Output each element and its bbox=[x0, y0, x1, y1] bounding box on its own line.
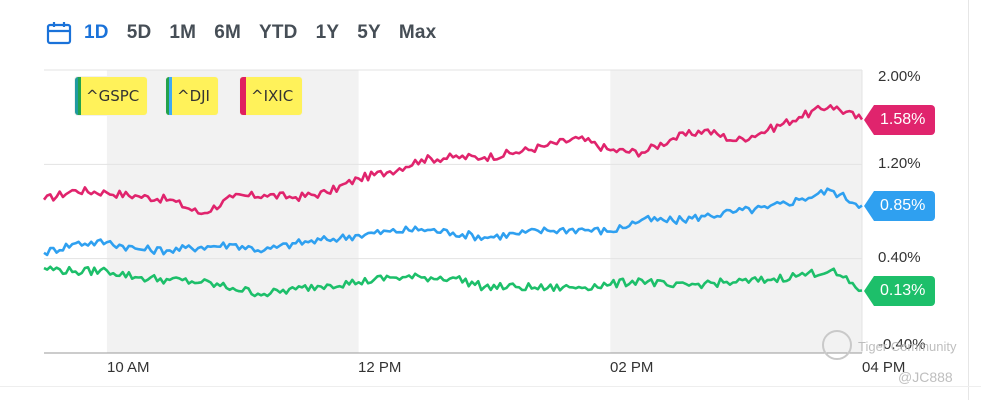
x-tick-label: 02 PM bbox=[610, 359, 654, 376]
y-tick-label: 1.20% bbox=[878, 155, 921, 172]
panel-border bbox=[968, 0, 969, 400]
x-tick-label: 04 PM bbox=[862, 359, 906, 376]
watermark-text: Tiger Community bbox=[858, 339, 957, 354]
last-value-badge-dji: 0.85% bbox=[864, 191, 936, 221]
legend-color-bar bbox=[75, 77, 81, 115]
legend-label: ^DJI bbox=[177, 87, 210, 105]
y-tick-label: 2.00% bbox=[878, 68, 921, 85]
tab-5y[interactable]: 5Y bbox=[357, 22, 381, 43]
series-line bbox=[43, 265, 863, 298]
tab-1m[interactable]: 1M bbox=[169, 22, 197, 43]
legend-chip-dji[interactable]: ^DJI bbox=[166, 77, 218, 115]
tab-5d[interactable]: 5D bbox=[126, 22, 152, 43]
series-line bbox=[42, 104, 864, 216]
tab-6m[interactable]: 6M bbox=[214, 22, 241, 43]
tab-ytd[interactable]: YTD bbox=[259, 22, 298, 43]
x-tick-label: 10 AM bbox=[107, 359, 150, 376]
x-tick-label: 12 PM bbox=[358, 359, 402, 376]
legend-label: ^GSPC bbox=[86, 87, 140, 105]
legend-chip-ixic[interactable]: ^IXIC bbox=[240, 77, 302, 115]
last-value-badge-ixic: 1.58% bbox=[864, 105, 936, 135]
time-band bbox=[106, 70, 359, 353]
legend-color-bar bbox=[240, 77, 246, 115]
legend-chip-gspc[interactable]: ^GSPC bbox=[75, 77, 147, 115]
y-tick-label: 0.40% bbox=[878, 249, 921, 266]
tab-1d[interactable]: 1D bbox=[84, 22, 109, 43]
last-value-badge-gspc: 0.13% bbox=[864, 276, 936, 306]
watermark-logo-icon bbox=[822, 330, 852, 360]
calendar-icon[interactable] bbox=[46, 21, 72, 45]
range-selector: 1D 5D 1M 6M YTD 1Y 5Y Max bbox=[46, 18, 454, 48]
watermark-handle: @JC888 bbox=[898, 369, 953, 385]
tab-1y[interactable]: 1Y bbox=[315, 22, 340, 43]
legend-color-bar bbox=[166, 77, 172, 115]
y-tick-label: -0.40% bbox=[878, 336, 926, 353]
legend-label: ^IXIC bbox=[251, 87, 294, 105]
tab-max[interactable]: Max bbox=[398, 22, 437, 43]
panel-divider bbox=[0, 386, 981, 387]
series-line bbox=[43, 187, 863, 257]
